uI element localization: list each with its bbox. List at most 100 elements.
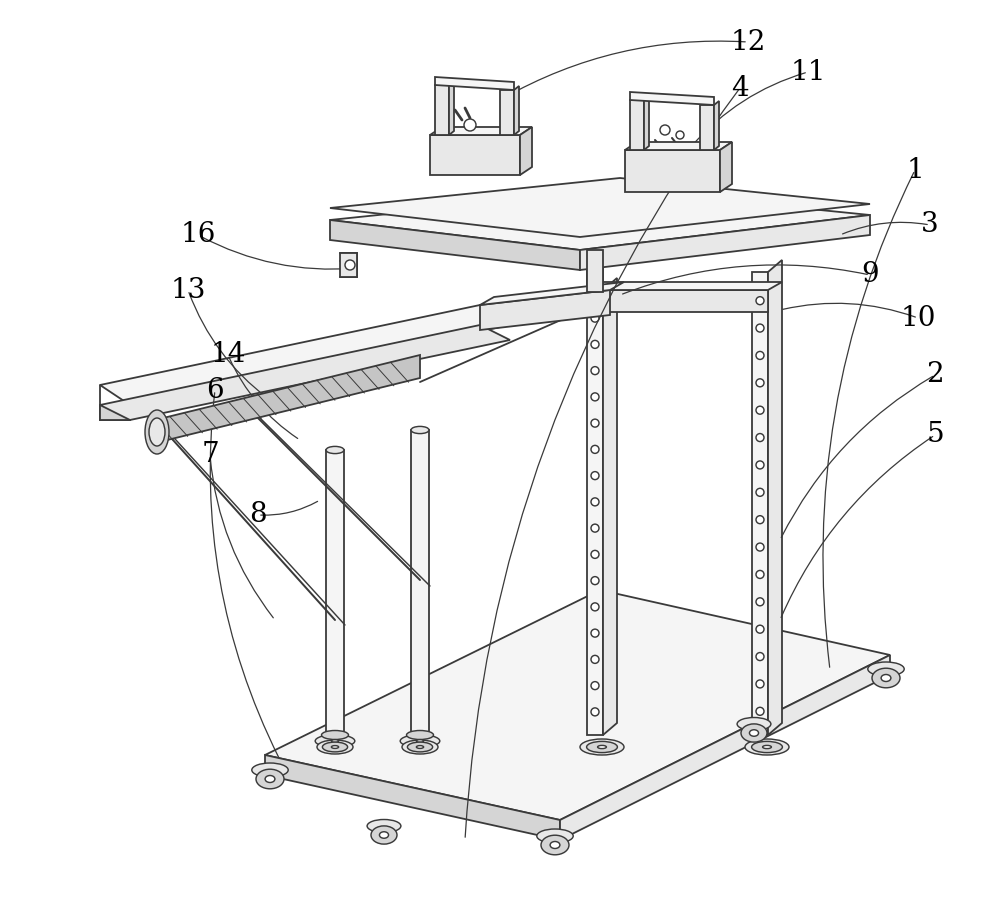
- Circle shape: [591, 393, 599, 400]
- Polygon shape: [449, 81, 454, 135]
- Ellipse shape: [265, 776, 275, 783]
- Polygon shape: [155, 355, 420, 443]
- Polygon shape: [480, 290, 610, 330]
- Ellipse shape: [145, 410, 169, 454]
- Polygon shape: [326, 450, 344, 735]
- Circle shape: [756, 707, 764, 715]
- Text: 8: 8: [249, 502, 267, 529]
- Polygon shape: [500, 90, 514, 135]
- Text: 16: 16: [180, 222, 216, 248]
- Polygon shape: [603, 278, 617, 735]
- Polygon shape: [587, 282, 782, 290]
- Circle shape: [756, 297, 764, 305]
- Ellipse shape: [322, 731, 349, 740]
- Polygon shape: [587, 260, 603, 290]
- Ellipse shape: [587, 741, 617, 752]
- Ellipse shape: [252, 763, 288, 777]
- Text: 5: 5: [926, 421, 944, 448]
- Ellipse shape: [326, 446, 344, 454]
- Polygon shape: [720, 142, 732, 192]
- Circle shape: [591, 603, 599, 611]
- Circle shape: [345, 260, 355, 270]
- Polygon shape: [411, 430, 429, 735]
- Text: 4: 4: [731, 75, 749, 102]
- Polygon shape: [625, 142, 732, 150]
- Ellipse shape: [749, 730, 759, 736]
- Ellipse shape: [331, 740, 339, 742]
- Ellipse shape: [881, 675, 891, 682]
- Ellipse shape: [872, 668, 900, 688]
- Ellipse shape: [149, 418, 165, 446]
- Circle shape: [756, 488, 764, 496]
- Circle shape: [756, 652, 764, 660]
- Text: 11: 11: [790, 59, 826, 86]
- Circle shape: [676, 131, 684, 139]
- Ellipse shape: [550, 842, 560, 849]
- Circle shape: [591, 656, 599, 663]
- Ellipse shape: [367, 820, 401, 833]
- Polygon shape: [700, 105, 714, 150]
- Ellipse shape: [406, 731, 434, 740]
- Ellipse shape: [379, 832, 389, 838]
- Ellipse shape: [737, 717, 771, 731]
- Text: 2: 2: [926, 362, 944, 389]
- Circle shape: [756, 461, 764, 469]
- Circle shape: [756, 324, 764, 332]
- Polygon shape: [587, 290, 768, 312]
- Circle shape: [756, 352, 764, 359]
- Polygon shape: [752, 272, 768, 735]
- Ellipse shape: [752, 741, 782, 752]
- Circle shape: [591, 576, 599, 584]
- Ellipse shape: [402, 740, 438, 754]
- Ellipse shape: [598, 745, 606, 749]
- Text: 9: 9: [861, 262, 879, 289]
- Ellipse shape: [868, 662, 904, 676]
- Ellipse shape: [541, 835, 569, 855]
- Polygon shape: [100, 405, 130, 420]
- Polygon shape: [430, 135, 520, 175]
- Circle shape: [756, 434, 764, 442]
- Ellipse shape: [317, 740, 353, 754]
- Ellipse shape: [745, 739, 789, 755]
- Ellipse shape: [315, 735, 355, 747]
- Polygon shape: [340, 253, 357, 277]
- Circle shape: [591, 366, 599, 374]
- Polygon shape: [265, 590, 890, 820]
- Circle shape: [464, 119, 476, 131]
- Circle shape: [591, 682, 599, 690]
- Circle shape: [756, 680, 764, 688]
- Polygon shape: [768, 260, 782, 735]
- Polygon shape: [100, 305, 510, 405]
- Circle shape: [591, 314, 599, 322]
- Text: 10: 10: [900, 305, 936, 332]
- Circle shape: [756, 570, 764, 578]
- Polygon shape: [435, 77, 514, 90]
- Circle shape: [591, 498, 599, 506]
- Polygon shape: [430, 127, 532, 135]
- Ellipse shape: [400, 735, 440, 747]
- Text: 14: 14: [210, 342, 246, 369]
- Text: 13: 13: [170, 277, 206, 303]
- Polygon shape: [625, 150, 720, 192]
- Circle shape: [591, 419, 599, 428]
- Polygon shape: [714, 101, 719, 150]
- Polygon shape: [587, 250, 603, 292]
- Ellipse shape: [411, 427, 429, 434]
- Circle shape: [591, 472, 599, 480]
- Circle shape: [756, 543, 764, 551]
- Polygon shape: [587, 290, 603, 735]
- Ellipse shape: [407, 742, 433, 752]
- Circle shape: [591, 524, 599, 532]
- Ellipse shape: [322, 742, 348, 752]
- Text: 7: 7: [201, 441, 219, 468]
- Ellipse shape: [741, 724, 767, 742]
- Text: 12: 12: [730, 29, 766, 56]
- Text: 3: 3: [921, 211, 939, 238]
- Polygon shape: [100, 325, 510, 420]
- Ellipse shape: [331, 746, 339, 749]
- Ellipse shape: [763, 745, 771, 749]
- Polygon shape: [330, 220, 580, 270]
- Polygon shape: [644, 96, 649, 150]
- Polygon shape: [630, 100, 644, 150]
- Circle shape: [591, 550, 599, 558]
